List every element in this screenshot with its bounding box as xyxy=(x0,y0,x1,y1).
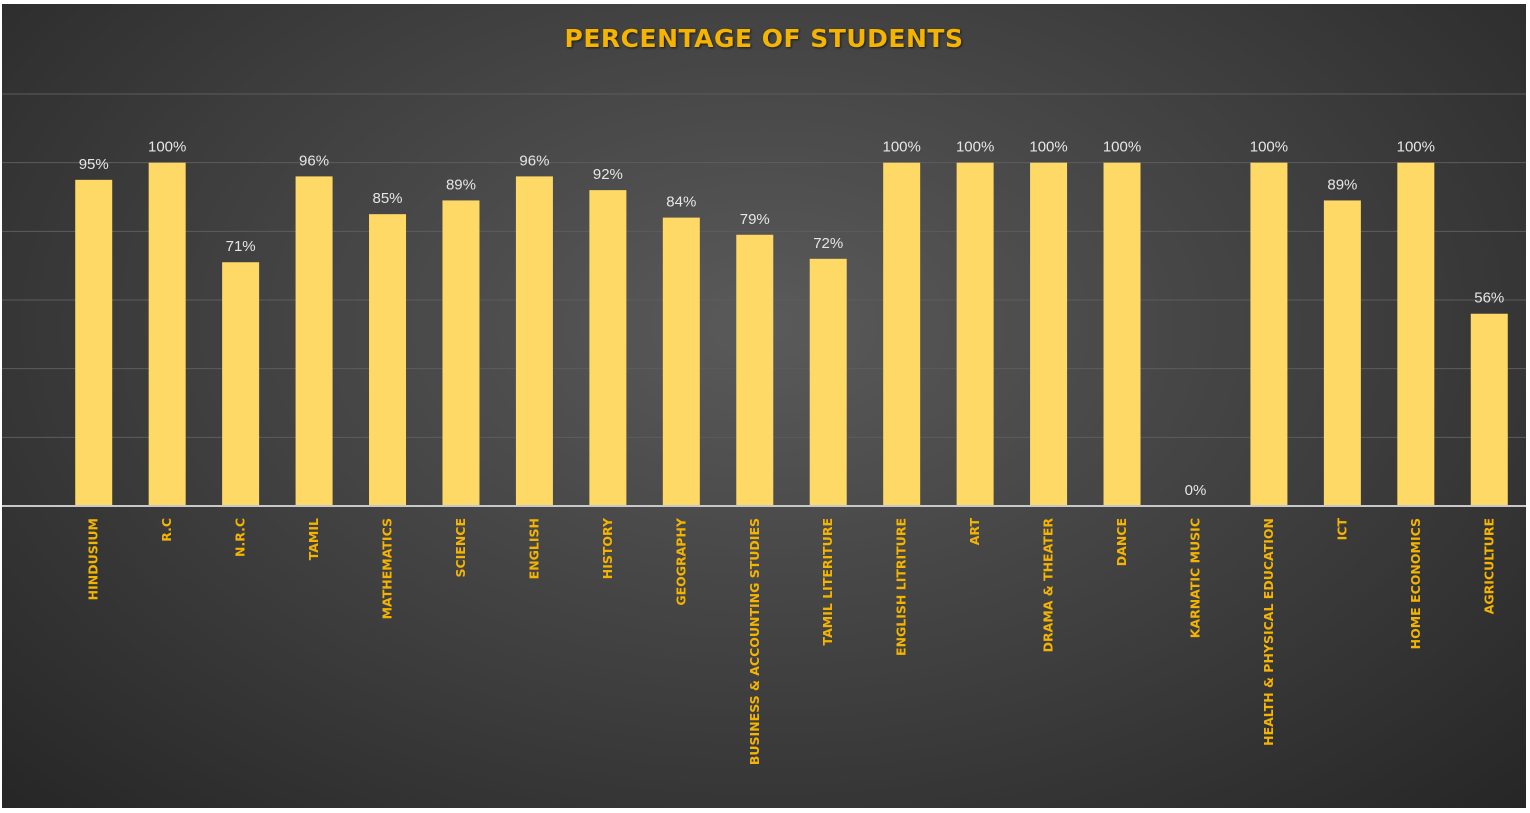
data-label: 100% xyxy=(882,139,920,156)
bar xyxy=(222,262,260,506)
category-labels: HINDUSIUM R.C N.R.C TAMIL MATHEMATICS SCIENCE… xyxy=(86,517,1497,765)
bar xyxy=(1030,162,1068,506)
category-label: TAMIL xyxy=(306,518,321,560)
category-label: BUSINESS & ACCOUNTING STUDIES xyxy=(747,518,762,765)
category-label: DRAMA & THEATER xyxy=(1041,518,1056,653)
bar xyxy=(442,200,480,506)
bar xyxy=(956,162,994,506)
category-label: HOME ECONOMICS xyxy=(1408,518,1423,649)
bar xyxy=(809,258,847,506)
data-label: 56% xyxy=(1474,290,1504,307)
bar xyxy=(295,176,333,506)
bar xyxy=(1250,162,1288,506)
bar xyxy=(883,162,921,506)
data-label: 96% xyxy=(299,152,329,169)
data-label: 100% xyxy=(956,139,994,156)
bar xyxy=(736,234,774,506)
bar xyxy=(148,162,186,506)
bar xyxy=(1103,162,1141,506)
chart-title: PERCENTAGE OF STUDENTS xyxy=(564,24,964,53)
category-label: MATHEMATICS xyxy=(380,518,395,619)
bar xyxy=(1397,162,1435,506)
bar-chart: 95% 100% 71% 96% 85% 89% 96% 92% 84% 79% 72% 100% 10… xyxy=(2,93,1526,765)
data-labels: 95% 100% 71% 96% 85% 89% 96% 92% 84% 79% 72% 100% 10… xyxy=(79,139,1505,499)
category-label: ENGLISH LITRITURE xyxy=(894,518,909,656)
category-label: HINDUSIUM xyxy=(86,518,101,600)
data-label: 96% xyxy=(519,152,549,169)
data-label: 100% xyxy=(1103,139,1141,156)
category-label: AGRICULTURE xyxy=(1481,518,1496,614)
data-label: 0% xyxy=(1185,482,1207,499)
data-label: 71% xyxy=(226,238,256,255)
category-label: ENGLISH xyxy=(526,518,541,579)
data-label: 100% xyxy=(1029,139,1067,156)
data-label: 85% xyxy=(373,190,403,207)
category-label: KARNATIC MUSIC xyxy=(1187,518,1202,638)
category-label: ICT xyxy=(1334,518,1349,541)
bar xyxy=(662,217,700,506)
data-label: 92% xyxy=(593,166,623,183)
bar xyxy=(75,179,113,507)
data-label: 100% xyxy=(1397,139,1435,156)
category-label: HISTORY xyxy=(600,517,615,579)
bar xyxy=(369,214,407,506)
data-label: 100% xyxy=(1250,139,1288,156)
data-label: 100% xyxy=(148,139,186,156)
category-label: SCIENCE xyxy=(453,518,468,578)
category-label: DANCE xyxy=(1114,518,1129,566)
data-label: 89% xyxy=(1327,176,1357,193)
data-label: 72% xyxy=(813,235,843,252)
data-label: 84% xyxy=(666,194,696,211)
data-label: 89% xyxy=(446,176,476,193)
bar xyxy=(1323,200,1361,506)
category-label: ART xyxy=(967,518,982,546)
category-label: HEALTH & PHYSICAL EDUCATION xyxy=(1261,518,1276,746)
bar xyxy=(515,176,553,506)
data-label: 95% xyxy=(79,156,109,173)
category-label: N.R.C xyxy=(233,518,248,557)
category-label: TAMIL LITERITURE xyxy=(820,518,835,645)
category-label: R.C xyxy=(159,518,174,542)
bar xyxy=(589,190,627,506)
chart-area: PERCENTAGE OF STUDENTS 95% 100% 71% 96% 85% 8… xyxy=(2,4,1526,808)
category-label: GEOGRAPHY xyxy=(673,517,688,606)
bar xyxy=(1470,313,1508,506)
data-label: 79% xyxy=(740,211,770,228)
bars xyxy=(75,162,1508,507)
